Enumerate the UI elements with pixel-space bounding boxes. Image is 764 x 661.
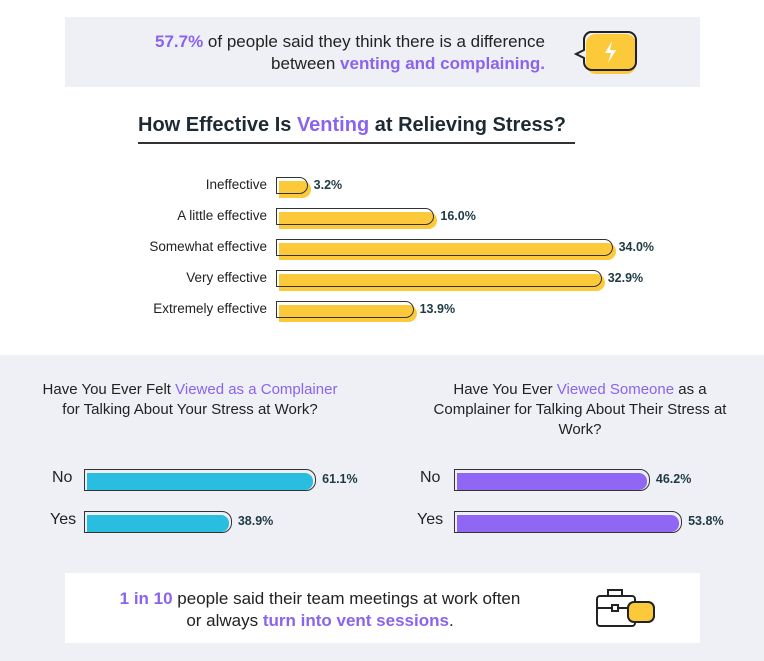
title-part: How Effective Is xyxy=(138,114,297,136)
bar xyxy=(454,511,686,537)
stat-highlight-2: turn into vent sessions xyxy=(262,611,449,630)
briefcase-chat-icon xyxy=(596,589,655,627)
category-label: Somewhat effective xyxy=(149,239,267,254)
bar xyxy=(276,239,616,260)
stat-highlight: 57.7% xyxy=(155,32,204,51)
stat-text: people said their team meetings at work … xyxy=(172,589,521,630)
q-highlight: Viewed Someone xyxy=(556,381,675,398)
top-callout-text: 57.7% of people said they think there is… xyxy=(100,31,545,75)
bottom-callout-text: 1 in 10 people said their team meetings … xyxy=(110,588,530,632)
category-label: Extremely effective xyxy=(153,301,267,316)
value-label: 46.2% xyxy=(655,472,692,486)
title-highlight: Venting xyxy=(296,114,370,136)
bar-fill xyxy=(87,515,229,532)
chart-title: How Effective Is Venting at Relieving St… xyxy=(138,114,566,137)
category-label: Very effective xyxy=(186,270,267,285)
bar-fill xyxy=(457,515,680,532)
bar-fill xyxy=(279,274,599,286)
bar-fill xyxy=(279,243,610,255)
value-label: 53.8% xyxy=(688,514,724,528)
bar xyxy=(276,177,311,198)
category-label: No xyxy=(52,469,73,486)
bar-fill xyxy=(87,473,314,490)
category-label: Ineffective xyxy=(205,177,267,192)
category-label: Yes xyxy=(50,511,77,528)
question-left: Have You Ever Felt Viewed as a Complaine… xyxy=(40,380,340,420)
stat-text: of people said they think there is a dif… xyxy=(203,32,545,73)
bar xyxy=(276,208,438,229)
value-label: 61.1% xyxy=(322,472,358,486)
value-label: 3.2% xyxy=(313,177,343,192)
title-part: at Relieving Stress? xyxy=(369,114,566,136)
bar xyxy=(276,270,605,291)
title-underline xyxy=(138,142,575,144)
bar-fill xyxy=(457,473,647,490)
q-part: for Talking About Your Stress at Work? xyxy=(62,401,318,418)
value-label: 32.9% xyxy=(607,270,644,285)
bar-fill xyxy=(279,305,411,317)
speech-bubble-lightning-icon xyxy=(573,31,637,74)
bar xyxy=(454,469,653,495)
category-label: No xyxy=(420,469,441,486)
value-label: 16.0% xyxy=(440,208,476,223)
stat-highlight: 1 in 10 xyxy=(119,589,173,608)
q-highlight: Viewed as a Complainer xyxy=(175,381,338,398)
q-part: Have You Ever Felt xyxy=(42,381,176,398)
bar xyxy=(84,511,235,537)
value-label: 13.9% xyxy=(419,301,456,316)
bar xyxy=(276,301,417,322)
q-part: Have You Ever xyxy=(453,381,557,398)
stat-text-end: . xyxy=(448,611,454,630)
bottom-callout xyxy=(65,573,700,643)
value-label: 38.9% xyxy=(237,514,274,528)
category-label: A little effective xyxy=(177,208,267,223)
bar-fill xyxy=(279,181,305,193)
category-label: Yes xyxy=(417,511,444,528)
bar xyxy=(84,469,320,495)
bar-fill xyxy=(279,212,432,224)
value-label: 34.0% xyxy=(618,239,655,254)
stat-highlight-2: venting and complaining. xyxy=(340,54,545,73)
q-part: as a Complainer for Talking About Their … xyxy=(433,381,727,438)
question-right: Have You Ever Viewed Someone as a Compla… xyxy=(430,380,730,440)
